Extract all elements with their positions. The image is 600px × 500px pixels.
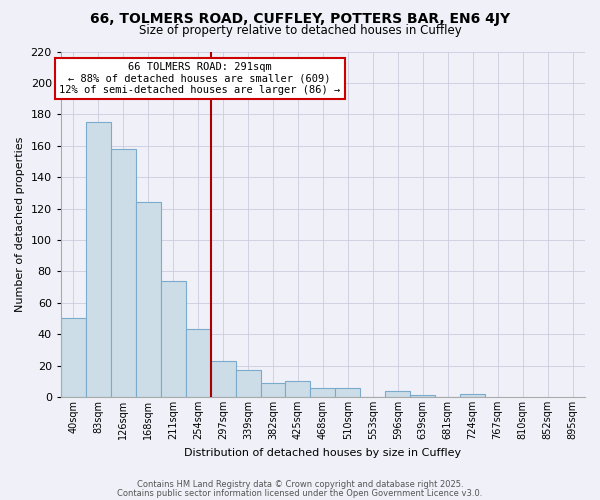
- Bar: [310, 388, 335, 397]
- Bar: [111, 149, 136, 397]
- Bar: [161, 281, 185, 397]
- Text: 66, TOLMERS ROAD, CUFFLEY, POTTERS BAR, EN6 4JY: 66, TOLMERS ROAD, CUFFLEY, POTTERS BAR, …: [90, 12, 510, 26]
- Y-axis label: Number of detached properties: Number of detached properties: [15, 136, 25, 312]
- Bar: [211, 361, 236, 397]
- Text: Size of property relative to detached houses in Cuffley: Size of property relative to detached ho…: [139, 24, 461, 37]
- Bar: [335, 388, 361, 397]
- Bar: [460, 394, 485, 397]
- Bar: [385, 390, 410, 397]
- Bar: [260, 383, 286, 397]
- Bar: [185, 330, 211, 397]
- Text: 66 TOLMERS ROAD: 291sqm
← 88% of detached houses are smaller (609)
12% of semi-d: 66 TOLMERS ROAD: 291sqm ← 88% of detache…: [59, 62, 340, 95]
- Bar: [236, 370, 260, 397]
- Bar: [286, 382, 310, 397]
- Bar: [86, 122, 111, 397]
- Text: Contains HM Land Registry data © Crown copyright and database right 2025.: Contains HM Land Registry data © Crown c…: [137, 480, 463, 489]
- Bar: [136, 202, 161, 397]
- Bar: [61, 318, 86, 397]
- Text: Contains public sector information licensed under the Open Government Licence v3: Contains public sector information licen…: [118, 488, 482, 498]
- Bar: [410, 396, 435, 397]
- X-axis label: Distribution of detached houses by size in Cuffley: Distribution of detached houses by size …: [184, 448, 461, 458]
